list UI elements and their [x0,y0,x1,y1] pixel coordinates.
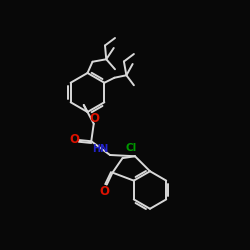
Text: O: O [99,184,109,198]
Text: HN: HN [92,144,108,154]
Text: O: O [69,133,79,146]
Text: O: O [90,112,100,125]
Text: Cl: Cl [125,142,136,152]
